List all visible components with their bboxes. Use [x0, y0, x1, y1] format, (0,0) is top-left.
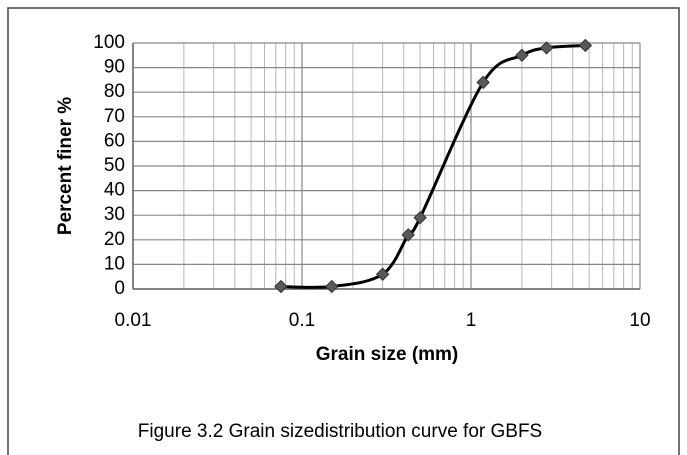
caption: Figure 3.2 Grain sizedistribution curve …	[138, 421, 542, 442]
data-marker	[325, 279, 339, 294]
data-marker	[413, 210, 427, 225]
data-marker	[401, 228, 415, 242]
y-tick-label: 20	[104, 229, 125, 250]
data-marker	[578, 38, 593, 53]
data-marker	[375, 267, 390, 281]
y-tick-label: 100	[93, 32, 125, 53]
x-tick-label: 0.1	[289, 310, 315, 331]
y-tick-label: 90	[104, 57, 125, 78]
data-marker	[515, 48, 529, 63]
data-marker	[539, 41, 554, 55]
y-tick-label: 80	[104, 81, 125, 102]
data-line	[280, 43, 586, 289]
y-tick-label: 40	[104, 180, 125, 201]
x-tick-label: 10	[629, 310, 650, 331]
y-tick-label: 60	[104, 130, 125, 151]
data-marker	[274, 279, 288, 294]
y-tick-label: 50	[104, 155, 125, 176]
x-tick-label: 0.01	[115, 310, 152, 331]
data-marker	[476, 75, 490, 90]
y-tick-label: 30	[104, 204, 125, 225]
y-tick-label: 0	[114, 278, 125, 299]
x-axis-label: Grain size (mm)	[316, 344, 459, 365]
x-tick-label: 1	[466, 310, 477, 331]
y-axis-label: Percent finer %	[55, 97, 76, 235]
y-tick-label: 70	[104, 106, 125, 127]
y-tick-label: 10	[104, 253, 125, 274]
frame	[7, 7, 680, 455]
